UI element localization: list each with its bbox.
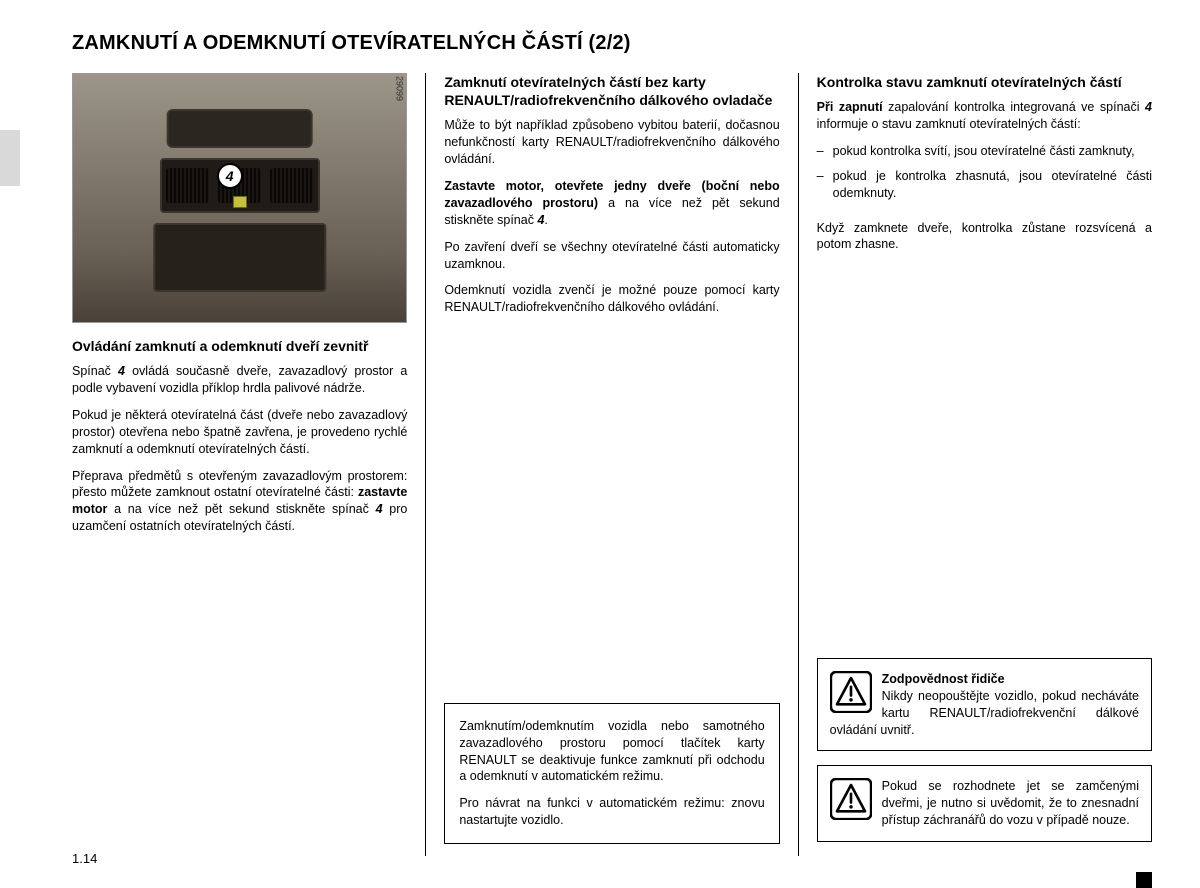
- section-tab: [0, 130, 20, 186]
- callout-indicator: [233, 196, 247, 208]
- vent: [166, 168, 210, 203]
- col2-p3: Po zavření dveří se všechny otevíratelné…: [444, 239, 779, 273]
- column-3: Kontrolka stavu zamknutí otevíratelných …: [803, 73, 1152, 856]
- warn-title: Zodpovědnost řidiče: [830, 671, 1139, 688]
- corner-mark: [1136, 872, 1152, 888]
- col1-p2: Pokud je některá otevíratelná část (dveř…: [72, 407, 407, 458]
- warning-icon: [830, 671, 872, 713]
- ref-4: 4: [118, 364, 125, 378]
- col3-heading: Kontrolka stavu zamknutí otevíratelných …: [817, 73, 1152, 91]
- col2-p4: Odemknutí vozidla zvenčí je možné pouze …: [444, 282, 779, 316]
- col3-p1: Při zapnutí zapalování kontrolka integro…: [817, 99, 1152, 133]
- column-divider: [425, 73, 426, 856]
- text: .: [544, 213, 547, 227]
- page-number: 1.14: [72, 851, 97, 866]
- info-box: Zamknutím/odemknutím vozidla nebo samotn…: [444, 703, 779, 844]
- info-p2: Pro návrat na funkci v automatickém reži…: [459, 795, 764, 829]
- column-1: 29099 4 Ovládání zamknutí a odemknutí dv…: [72, 73, 421, 856]
- col1-heading: Ovládání zamknutí a odemknutí dveří zevn…: [72, 337, 407, 355]
- bold: Při zapnutí: [817, 100, 883, 114]
- text: zapalování kontrolka integrovaná ve spín…: [883, 100, 1145, 114]
- text: informuje o stavu zamknutí otevíratelnýc…: [817, 117, 1081, 131]
- warn-body: Nikdy neopouštějte vozidlo, pokud necháv…: [830, 689, 1139, 737]
- list-item: pokud kontrolka svítí, jsou otevíratelné…: [817, 143, 1152, 160]
- warning-icon: [830, 778, 872, 820]
- col1-p3: Přeprava předmětů s otevřeným zavazadlov…: [72, 468, 407, 536]
- page-title: ZAMKNUTÍ A ODEMKNUTÍ OTEVÍRATELNÝCH ČÁST…: [72, 32, 1152, 55]
- column-divider: [798, 73, 799, 856]
- warning-box-1: Zodpovědnost řidiče Nikdy neopouštějte v…: [817, 658, 1152, 752]
- warn1-text: Zodpovědnost řidiče Nikdy neopouštějte v…: [830, 671, 1139, 739]
- dashboard-photo: 29099 4: [72, 73, 407, 323]
- col1-p1: Spínač 4 ovládá současně dveře, zavazadl…: [72, 363, 407, 397]
- col2-p2: Zastavte motor, otevřete jedny dveře (bo…: [444, 178, 779, 229]
- col3-p2: Když zamknete dveře, kontrolka zůstane r…: [817, 220, 1152, 254]
- callout-4: 4: [217, 163, 243, 189]
- page-content: ZAMKNUTÍ A ODEMKNUTÍ OTEVÍRATELNÝCH ČÁST…: [0, 0, 1200, 888]
- col2-heading: Zamknutí otevíratelných částí bez karty …: [444, 73, 779, 109]
- col2-p1: Může to být například způsobeno vybitou …: [444, 117, 779, 168]
- info-p1: Zamknutím/odemknutím vozidla nebo samotn…: [459, 718, 764, 786]
- columns-wrap: 29099 4 Ovládání zamknutí a odemknutí dv…: [72, 73, 1152, 856]
- col3-list: pokud kontrolka svítí, jsou otevíratelné…: [817, 143, 1152, 210]
- list-item: pokud je kontrolka zhasnutá, jsou otevír…: [817, 168, 1152, 202]
- column-2: Zamknutí otevíratelných částí bez karty …: [430, 73, 793, 856]
- dash-display: [166, 109, 313, 149]
- warning-box-2: Pokud se rozhodnete jet se zamčenými dve…: [817, 765, 1152, 842]
- text: a na více než pět sekund stiskněte spína…: [107, 502, 375, 516]
- photo-ref: 29099: [394, 76, 404, 101]
- ref-4: 4: [376, 502, 383, 516]
- vent: [270, 168, 314, 203]
- warn2-text: Pokud se rozhodnete jet se zamčenými dve…: [830, 778, 1139, 829]
- ref-4: 4: [1145, 100, 1152, 114]
- dash-controls: [153, 223, 326, 292]
- spacer: [817, 263, 1152, 658]
- text: Spínač: [72, 364, 118, 378]
